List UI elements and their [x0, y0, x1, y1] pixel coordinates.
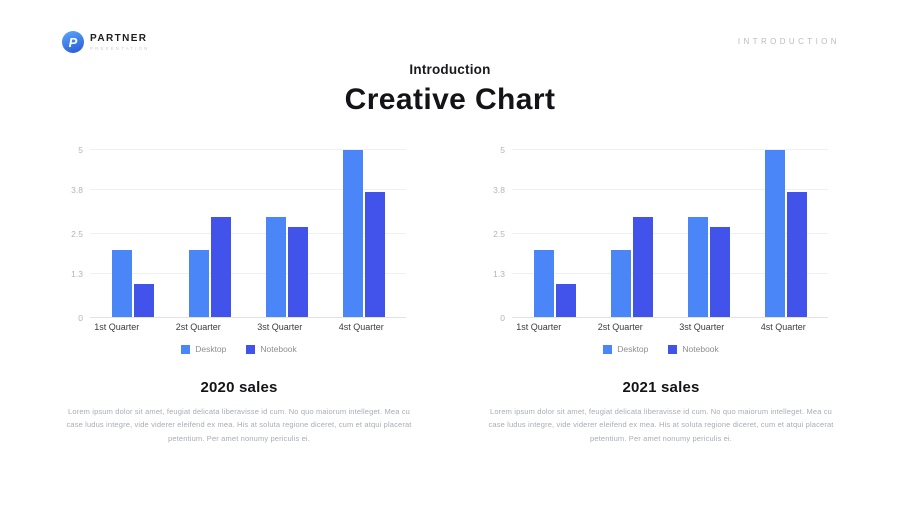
logo-subtext: PRESENTATION [90, 45, 150, 51]
plot-area [512, 149, 828, 318]
y-tick-label: 3.8 [71, 185, 83, 196]
gridline [512, 232, 828, 234]
legend-swatch [246, 344, 256, 354]
slide-title: Creative Chart [344, 83, 556, 116]
partner-logo: P PARTNER PRESENTATION [62, 31, 150, 53]
bar-group [325, 150, 402, 317]
x-category-label: 2st Quarter [175, 322, 221, 332]
bar-notebook [786, 191, 807, 317]
chart-description: Lorem ipsum dolor sit amet, feugiat deli… [66, 407, 412, 443]
legend-label: Notebook [682, 344, 719, 354]
legend-item-desktop: Desktop [181, 344, 226, 354]
bar-desktop [533, 250, 554, 317]
chart-title: 2020 sales [200, 379, 278, 396]
bar-group [171, 150, 248, 317]
bar-desktop [188, 250, 209, 317]
x-category-label: 4st Quarter [760, 322, 806, 332]
plot-area [90, 149, 406, 318]
bar-desktop [111, 250, 132, 317]
section-label: INTRODUCTION [737, 37, 840, 46]
y-axis: 0 1.3 2.5 3.8 5 [493, 145, 512, 323]
y-tick-label: 1.3 [71, 269, 83, 280]
bar-group [516, 150, 593, 317]
gridline [512, 272, 828, 274]
bar-group [248, 150, 325, 317]
logo-text-block: PARTNER PRESENTATION [90, 33, 150, 51]
bar-desktop [764, 150, 785, 317]
partner-logo-icon: P [62, 31, 84, 53]
slide-kicker: Introduction [409, 62, 491, 77]
legend-label: Notebook [260, 344, 297, 354]
bar-desktop [342, 150, 363, 317]
legend-swatch [603, 344, 613, 354]
x-category-label: 1st Quarter [94, 322, 140, 332]
chart-section-2021: 0 1.3 2.5 3.8 5 1st Quarter 2st Quarter 3st Qu… [484, 145, 838, 445]
chart-section-2020: 0 1.3 2.5 3.8 5 1st Quarter 2st Quarter 3st Qu… [62, 145, 416, 445]
bar-group [593, 150, 670, 317]
legend-item-desktop: Desktop [603, 344, 648, 354]
bar-chart-2021: 0 1.3 2.5 3.8 5 1st Quarter 2st Quarter 3st Qu… [493, 145, 828, 354]
legend-item-notebook: Notebook [246, 344, 297, 354]
bar-desktop [610, 250, 631, 317]
bars [512, 150, 828, 317]
legend-item-notebook: Notebook [668, 344, 719, 354]
logo-letter: P [68, 34, 78, 50]
y-axis: 0 1.3 2.5 3.8 5 [71, 145, 90, 323]
x-category-label: 3st Quarter [679, 322, 725, 332]
y-tick-label: 0 [78, 313, 83, 323]
x-axis: 1st Quarter 2st Quarter 3st Quarter 4st Qua… [72, 322, 406, 332]
x-category-label: 2st Quarter [597, 322, 643, 332]
gridline [512, 149, 828, 150]
y-tick-label: 5 [78, 145, 83, 155]
chart-description: Lorem ipsum dolor sit amet, feugiat deli… [488, 407, 834, 443]
gridline [90, 149, 406, 150]
x-category-label: 3st Quarter [257, 322, 303, 332]
chart-area: 0 1.3 2.5 3.8 5 [71, 145, 406, 323]
gridline [90, 272, 406, 274]
gridline [512, 189, 828, 191]
bar-notebook [287, 226, 308, 317]
bar-notebook [555, 283, 576, 317]
gridline [90, 232, 406, 234]
legend-swatch [668, 344, 678, 354]
x-category-label: 1st Quarter [516, 322, 562, 332]
bar-group [747, 150, 824, 317]
bar-notebook [632, 216, 653, 317]
bar-notebook [133, 283, 154, 317]
gridline [90, 189, 406, 191]
legend-label: Desktop [617, 344, 649, 354]
x-category-label: 4st Quarter [338, 322, 384, 332]
bar-desktop [265, 216, 286, 317]
bar-group [670, 150, 747, 317]
y-tick-label: 2.5 [493, 229, 505, 239]
chart-area: 0 1.3 2.5 3.8 5 [493, 145, 828, 323]
bar-chart-2020: 0 1.3 2.5 3.8 5 1st Quarter 2st Quarter 3st Qu… [71, 145, 406, 354]
bar-desktop [687, 216, 708, 317]
bar-notebook [709, 226, 730, 317]
bar-notebook [210, 216, 231, 317]
y-tick-label: 3.8 [493, 185, 505, 196]
bar-group [94, 150, 171, 317]
y-tick-label: 2.5 [71, 229, 83, 239]
charts-row: 0 1.3 2.5 3.8 5 1st Quarter 2st Quarter 3st Qu… [0, 145, 900, 445]
legend: Desktop Notebook [72, 344, 406, 354]
logo-text: PARTNER [90, 33, 148, 45]
legend-swatch [181, 344, 191, 354]
y-tick-label: 5 [500, 145, 505, 155]
x-axis: 1st Quarter 2st Quarter 3st Quarter 4st Qua… [494, 322, 828, 332]
y-tick-label: 0 [500, 313, 505, 323]
y-tick-label: 1.3 [493, 269, 505, 280]
chart-title: 2021 sales [622, 379, 700, 396]
legend: Desktop Notebook [494, 344, 828, 354]
bars [90, 150, 406, 317]
legend-label: Desktop [195, 344, 227, 354]
bar-notebook [364, 191, 385, 317]
